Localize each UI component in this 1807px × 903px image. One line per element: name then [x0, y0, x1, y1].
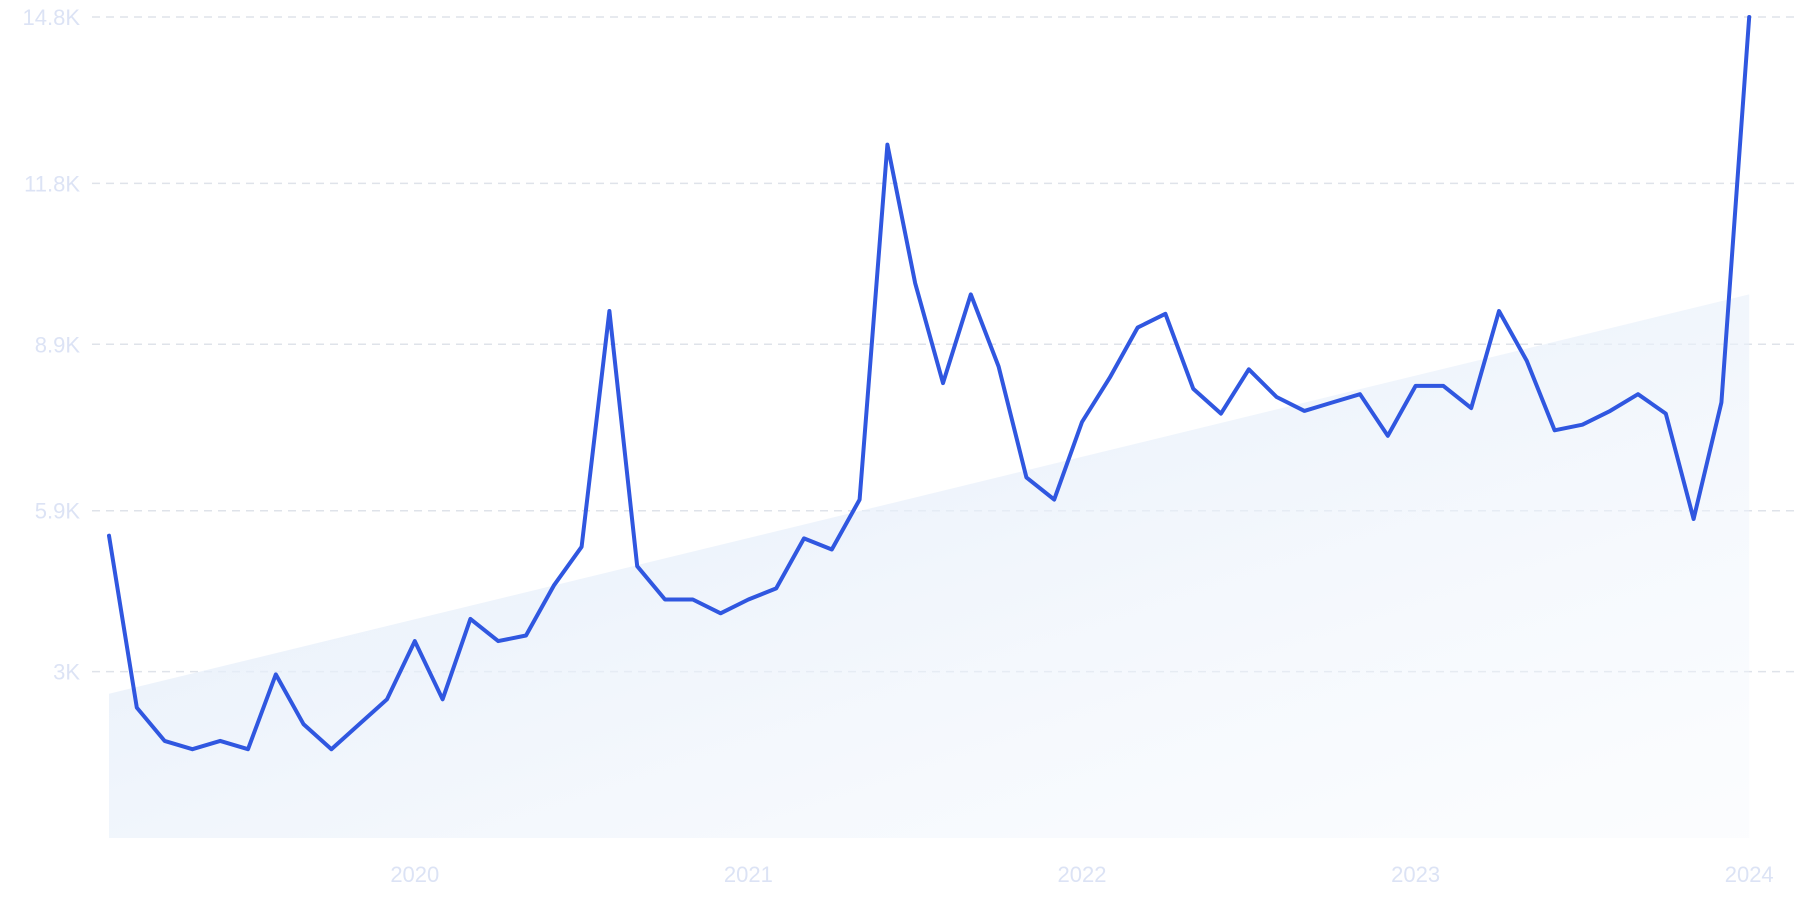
x-tick-label: 2022	[1058, 862, 1107, 887]
x-tick-label: 2024	[1725, 862, 1774, 887]
search-volume-line	[107, 15, 1752, 752]
trend-area	[109, 294, 1750, 838]
x-tick-label: 2023	[1391, 862, 1440, 887]
y-tick-label: 5.9K	[35, 499, 81, 524]
y-axis-tick-labels: 3K 5.9K 8.9K 11.8K 14.8K	[23, 5, 81, 685]
y-tick-label: 8.9K	[35, 332, 81, 357]
x-axis-tick-labels: 2020 2021 2022 2023 2024	[390, 862, 1773, 887]
y-tick-label: 14.8K	[23, 5, 81, 30]
x-tick-label: 2021	[724, 862, 773, 887]
y-tick-label: 11.8K	[24, 171, 80, 196]
y-tick-label: 3K	[53, 660, 80, 685]
x-tick-label: 2020	[390, 862, 439, 887]
